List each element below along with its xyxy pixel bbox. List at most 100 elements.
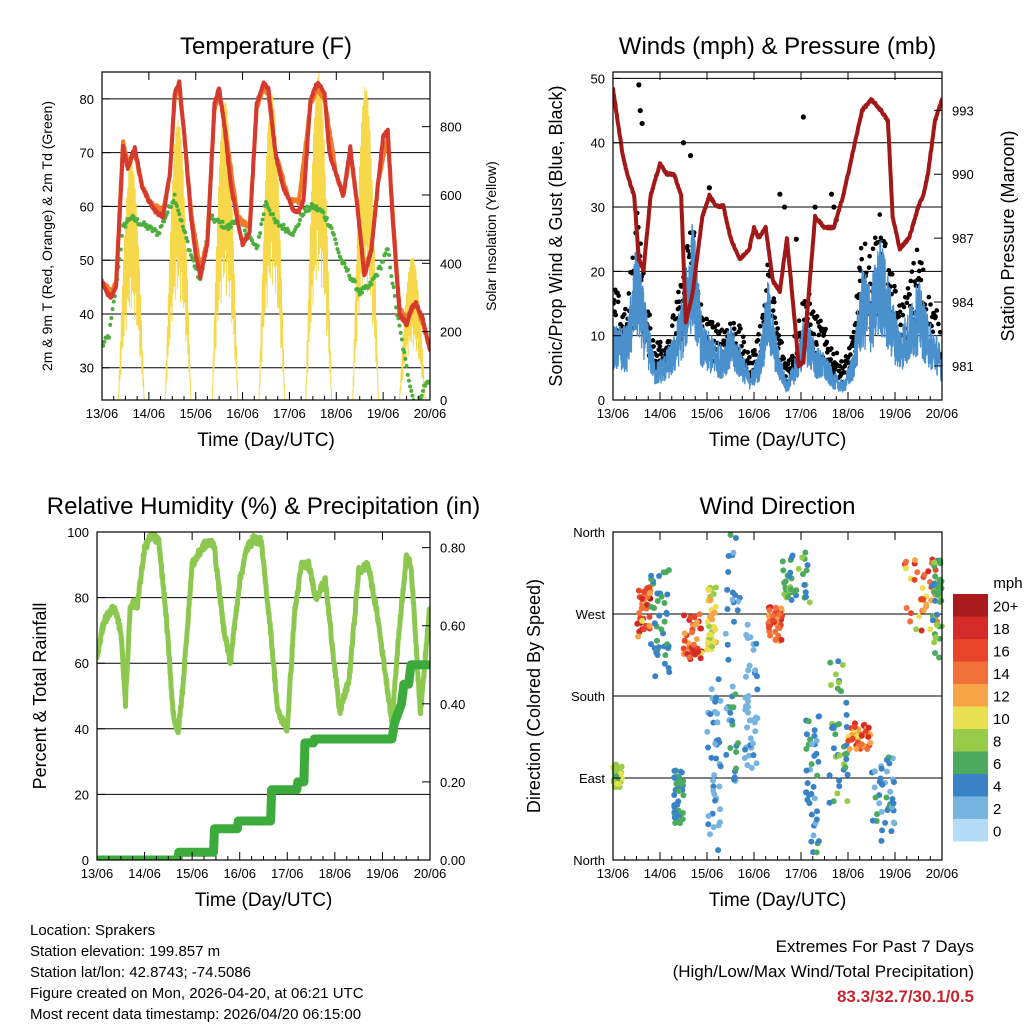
wind-direction-point	[706, 587, 713, 594]
y-tick-label: 0	[82, 853, 89, 868]
dewpoint-point	[405, 372, 410, 377]
y-tick-label: 20	[591, 264, 605, 279]
dewpoint-point	[108, 322, 113, 327]
wind-direction-point	[813, 737, 820, 744]
wind-direction-point	[672, 819, 679, 826]
wind-direction-point	[731, 774, 738, 781]
wind-direction-point	[746, 662, 753, 669]
y-tick-label: 50	[80, 253, 94, 268]
speed-legend-swatch	[953, 774, 988, 797]
x-axis-label: Time (Day/UTC)	[197, 430, 335, 451]
wind-direction-point	[672, 809, 679, 816]
wind-direction-point	[663, 610, 670, 617]
wind-direction-point	[916, 613, 923, 620]
wind-direction-point	[730, 549, 737, 556]
wind-direction-point	[695, 648, 702, 655]
gust-outlier-point	[777, 191, 783, 197]
wind-direction-point	[846, 745, 853, 752]
temperature-title: Temperature (F)	[180, 33, 352, 60]
gust-point	[731, 326, 737, 332]
wind-direction-point	[778, 605, 785, 612]
wind-direction-point	[732, 691, 739, 698]
wind-direction-point	[714, 710, 721, 717]
gust-point	[870, 246, 876, 252]
wind-direction-point	[635, 633, 642, 640]
dewpoint-point	[183, 230, 188, 235]
wind-direction-point	[799, 554, 806, 561]
speed-legend: mph 20+ 18 16 14 12 10 8 6 4 2 0	[953, 575, 1023, 842]
wind-direction-point	[802, 549, 809, 556]
speed-legend-swatch	[953, 661, 988, 684]
dewpoint-point	[375, 273, 380, 278]
dewpoint-point	[110, 307, 115, 312]
wind-direction-point	[882, 819, 889, 826]
wind-direction-point	[744, 634, 751, 641]
gust-point	[704, 316, 709, 322]
wind-direction-point	[729, 717, 736, 724]
y-tick-label: 80	[75, 591, 89, 606]
dewpoint-point	[220, 219, 225, 224]
wind-direction-point	[705, 813, 712, 820]
x-tick-label: 20/06	[414, 866, 447, 881]
wind-direction-point	[709, 643, 716, 650]
gust-point	[914, 247, 920, 253]
speed-legend-label: 2	[993, 801, 1001, 818]
dewpoint-point	[228, 224, 233, 229]
gust-point	[785, 361, 791, 367]
wind-direction-point	[748, 764, 755, 771]
wind-direction-point	[724, 586, 731, 593]
y-tick-label: 100	[67, 525, 89, 540]
wind-direction-point	[690, 641, 697, 648]
gust-point	[616, 293, 621, 298]
wind-direction-point	[836, 752, 843, 759]
extremes-values: 83.3/32.7/30.1/0.5	[836, 987, 974, 1006]
wind-direction-point	[636, 609, 643, 616]
temp-series	[102, 72, 430, 400]
gust-point	[658, 351, 664, 357]
wind-direction-point	[705, 821, 712, 828]
gust-point	[676, 299, 682, 305]
gust-point	[863, 270, 869, 276]
wind-direction-point	[711, 772, 718, 779]
wind-direction-point	[931, 580, 938, 587]
dewpoint-point	[169, 204, 174, 209]
wind-direction-point	[753, 640, 760, 647]
wind-direction-point	[927, 626, 934, 633]
wind-direction-point	[830, 723, 837, 730]
x-tick-label: 14/06	[644, 406, 677, 421]
dewpoint-point	[329, 226, 334, 231]
wind-direction-point	[858, 732, 865, 739]
gust-point	[898, 322, 903, 328]
wind-direction-point	[779, 558, 786, 565]
dewpoint-point	[261, 212, 266, 217]
gust-point	[654, 353, 660, 358]
speed-legend-swatch	[953, 684, 988, 707]
wind-direction-point	[646, 622, 653, 629]
dewpoint-point	[131, 214, 136, 219]
wind-direction-point	[705, 744, 712, 751]
wind-direction-point	[878, 765, 885, 772]
speed-legend-swatch	[953, 751, 988, 774]
y2-tick-label: 400	[440, 256, 462, 271]
wind-direction-point	[665, 645, 672, 652]
gust-point	[811, 331, 817, 337]
y-tick-label: 30	[591, 200, 605, 215]
wind-direction-point	[932, 634, 939, 641]
sonic-wind-line	[613, 223, 942, 393]
gust-point	[920, 267, 926, 273]
x-tick-label: 14/06	[644, 866, 677, 881]
wind-direction-point	[887, 788, 894, 795]
wind-direction-point	[843, 699, 850, 706]
dewpoint-point	[346, 267, 350, 272]
dewpoint-point	[334, 241, 339, 246]
station-latlon: Station lat/lon: 42.8743; -74.5086	[30, 964, 252, 981]
gust-point	[892, 283, 897, 289]
wind-direction-point	[651, 620, 658, 627]
dewpoint-point	[394, 305, 399, 310]
dewpoint-point	[174, 204, 179, 209]
wind-direction-point	[675, 798, 682, 805]
wind-direction-point	[750, 752, 757, 759]
wind-direction-point	[776, 611, 783, 618]
wind-direction-point	[802, 593, 809, 600]
